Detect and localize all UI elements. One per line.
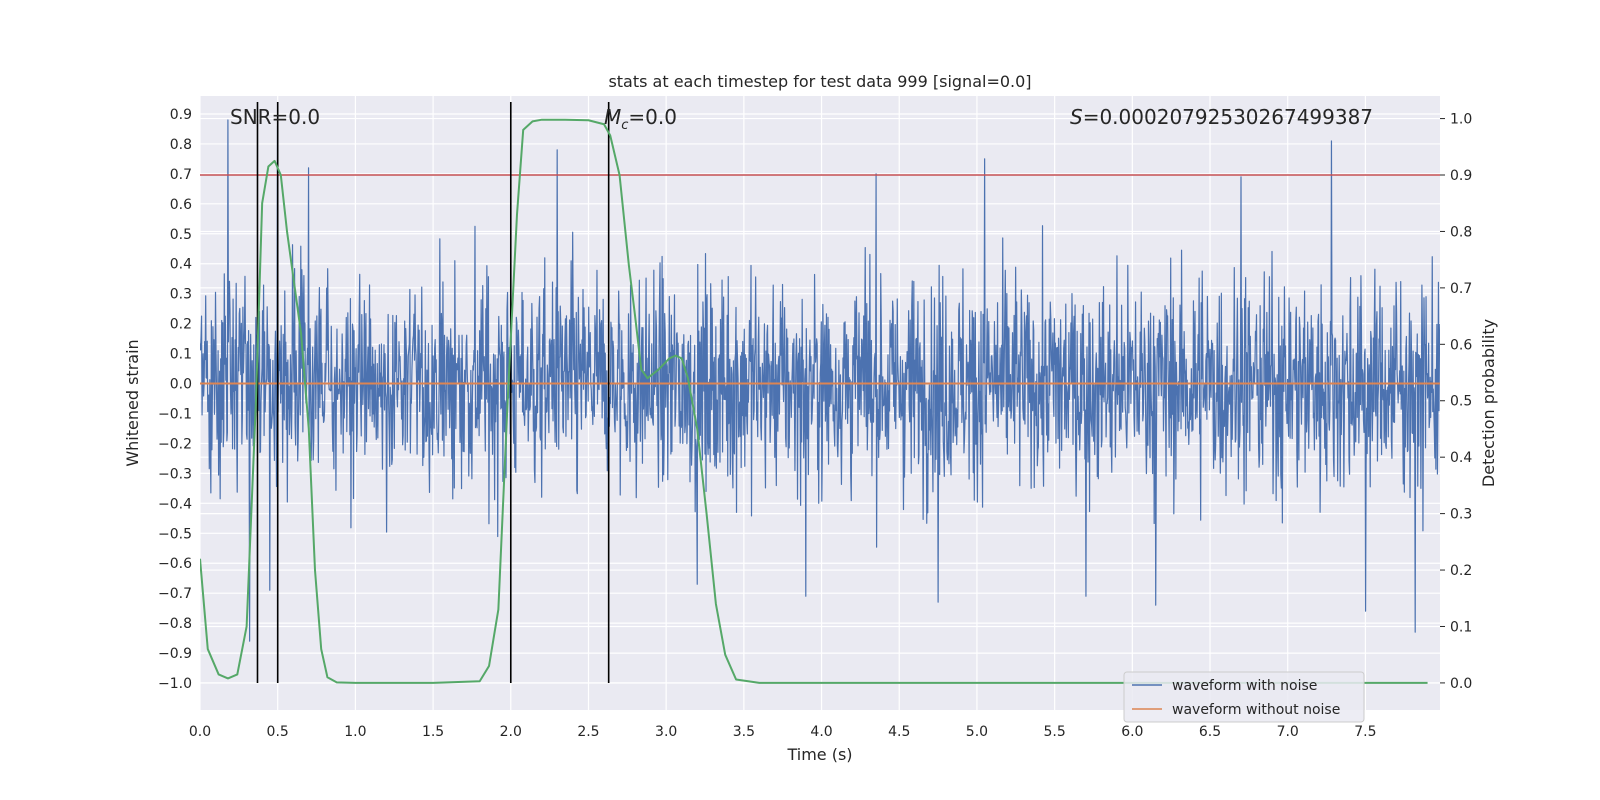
s-value: =0.00020792530267499387 xyxy=(1083,105,1373,129)
x-tick-label: 5.5 xyxy=(1044,724,1066,740)
chirp-mass-annotation: Mc=0.0 xyxy=(604,105,677,133)
y-tick-label: −0.1 xyxy=(158,406,192,422)
x-tick-label: 3.5 xyxy=(733,724,755,740)
y-tick-label: −0.7 xyxy=(158,586,192,602)
y2-tick-label: 0.6 xyxy=(1450,337,1472,353)
chart-marks xyxy=(200,101,1440,684)
y-tick-label: −0.2 xyxy=(158,436,192,452)
y2-tick-label: 0.7 xyxy=(1450,281,1472,297)
legend: waveform with noise waveform without noi… xyxy=(1123,671,1365,723)
y-tick-label: 0.0 xyxy=(170,377,192,393)
x-tick-label: 6.0 xyxy=(1121,724,1143,740)
y-tick-label: 0.1 xyxy=(170,347,192,363)
y-tick-label: −0.9 xyxy=(158,646,192,662)
x-tick-label: 2.0 xyxy=(500,724,522,740)
y2-axis-label: Detection probability xyxy=(1479,319,1498,487)
y-tick-label: −0.4 xyxy=(158,496,192,512)
x-tick-label: 4.0 xyxy=(810,724,832,740)
snr-annotation: SNR=0.0 xyxy=(230,105,320,129)
y2-tick-label: 0.2 xyxy=(1450,563,1472,579)
y-tick-label: 0.9 xyxy=(170,107,192,123)
y-tick-label: 0.2 xyxy=(170,317,192,333)
legend-label-noise: waveform with noise xyxy=(1172,678,1317,694)
y2-tick-label: 0.3 xyxy=(1450,507,1472,523)
y2-tick-label: 0.5 xyxy=(1450,394,1472,410)
y-tick-label: 0.4 xyxy=(170,257,192,273)
x-tick-label: 3.0 xyxy=(655,724,677,740)
y-axis-ticks: 0.9 0.8 0.7 0.6 0.5 0.4 0.3 0.2 0.1 0.0 −0.1 −0.2 −0… xyxy=(158,107,192,692)
y2-tick-label: 1.0 xyxy=(1450,112,1472,128)
y-tick-label: 0.8 xyxy=(170,137,192,153)
legend-box xyxy=(1123,671,1365,723)
chirp-mass-symbol: M xyxy=(604,105,621,129)
x-tick-label: 7.5 xyxy=(1354,724,1376,740)
x-tick-label: 0.5 xyxy=(267,724,289,740)
chirp-mass-value: =0.0 xyxy=(628,105,677,129)
y-tick-label: −0.6 xyxy=(158,556,192,572)
x-tick-label: 7.0 xyxy=(1277,724,1299,740)
y-tick-label: −0.3 xyxy=(158,466,192,482)
chirp-mass-subscript: c xyxy=(621,118,628,133)
y-tick-label: 0.6 xyxy=(170,197,192,213)
x-tick-label: 5.0 xyxy=(966,724,988,740)
s-symbol: S xyxy=(1070,105,1083,129)
y2-tick-label: 0.4 xyxy=(1450,450,1472,466)
y2-axis-ticks: 1.0 0.9 0.8 0.7 0.6 0.5 0.4 0.3 0.2 0.1 0.0 xyxy=(1440,112,1472,692)
series-waveform-with-noise xyxy=(200,119,1440,642)
x-tick-label: 1.5 xyxy=(422,724,444,740)
x-tick-label: 6.5 xyxy=(1199,724,1221,740)
s-annotation: S=0.00020792530267499387 xyxy=(1070,105,1373,129)
y-tick-label: 0.7 xyxy=(170,167,192,183)
series-detection-probability xyxy=(200,118,1428,684)
y2-tick-label: 0.1 xyxy=(1450,619,1472,635)
y-tick-label: −0.8 xyxy=(158,616,192,632)
legend-label-clean: waveform without noise xyxy=(1172,702,1340,718)
y-tick-label: −0.5 xyxy=(158,526,192,542)
y-tick-label: −1.0 xyxy=(158,676,192,692)
x-tick-label: 0.0 xyxy=(189,724,211,740)
y-tick-label: 0.3 xyxy=(170,287,192,303)
x-axis-label: Time (s) xyxy=(786,745,852,764)
y-axis-label: Whitened strain xyxy=(123,339,142,466)
y2-tick-label: 0.0 xyxy=(1450,676,1472,692)
x-tick-label: 2.5 xyxy=(577,724,599,740)
chart-title: stats at each timestep for test data 999… xyxy=(608,72,1031,91)
x-axis-ticks: 0.0 0.5 1.0 1.5 2.0 2.5 3.0 3.5 4.0 4.5 5.0 5.5 6.0 6… xyxy=(189,724,1377,740)
y2-tick-label: 0.8 xyxy=(1450,224,1472,240)
y-tick-label: 0.5 xyxy=(170,227,192,243)
y2-tick-label: 0.9 xyxy=(1450,168,1472,184)
x-tick-label: 4.5 xyxy=(888,724,910,740)
x-tick-label: 1.0 xyxy=(344,724,366,740)
